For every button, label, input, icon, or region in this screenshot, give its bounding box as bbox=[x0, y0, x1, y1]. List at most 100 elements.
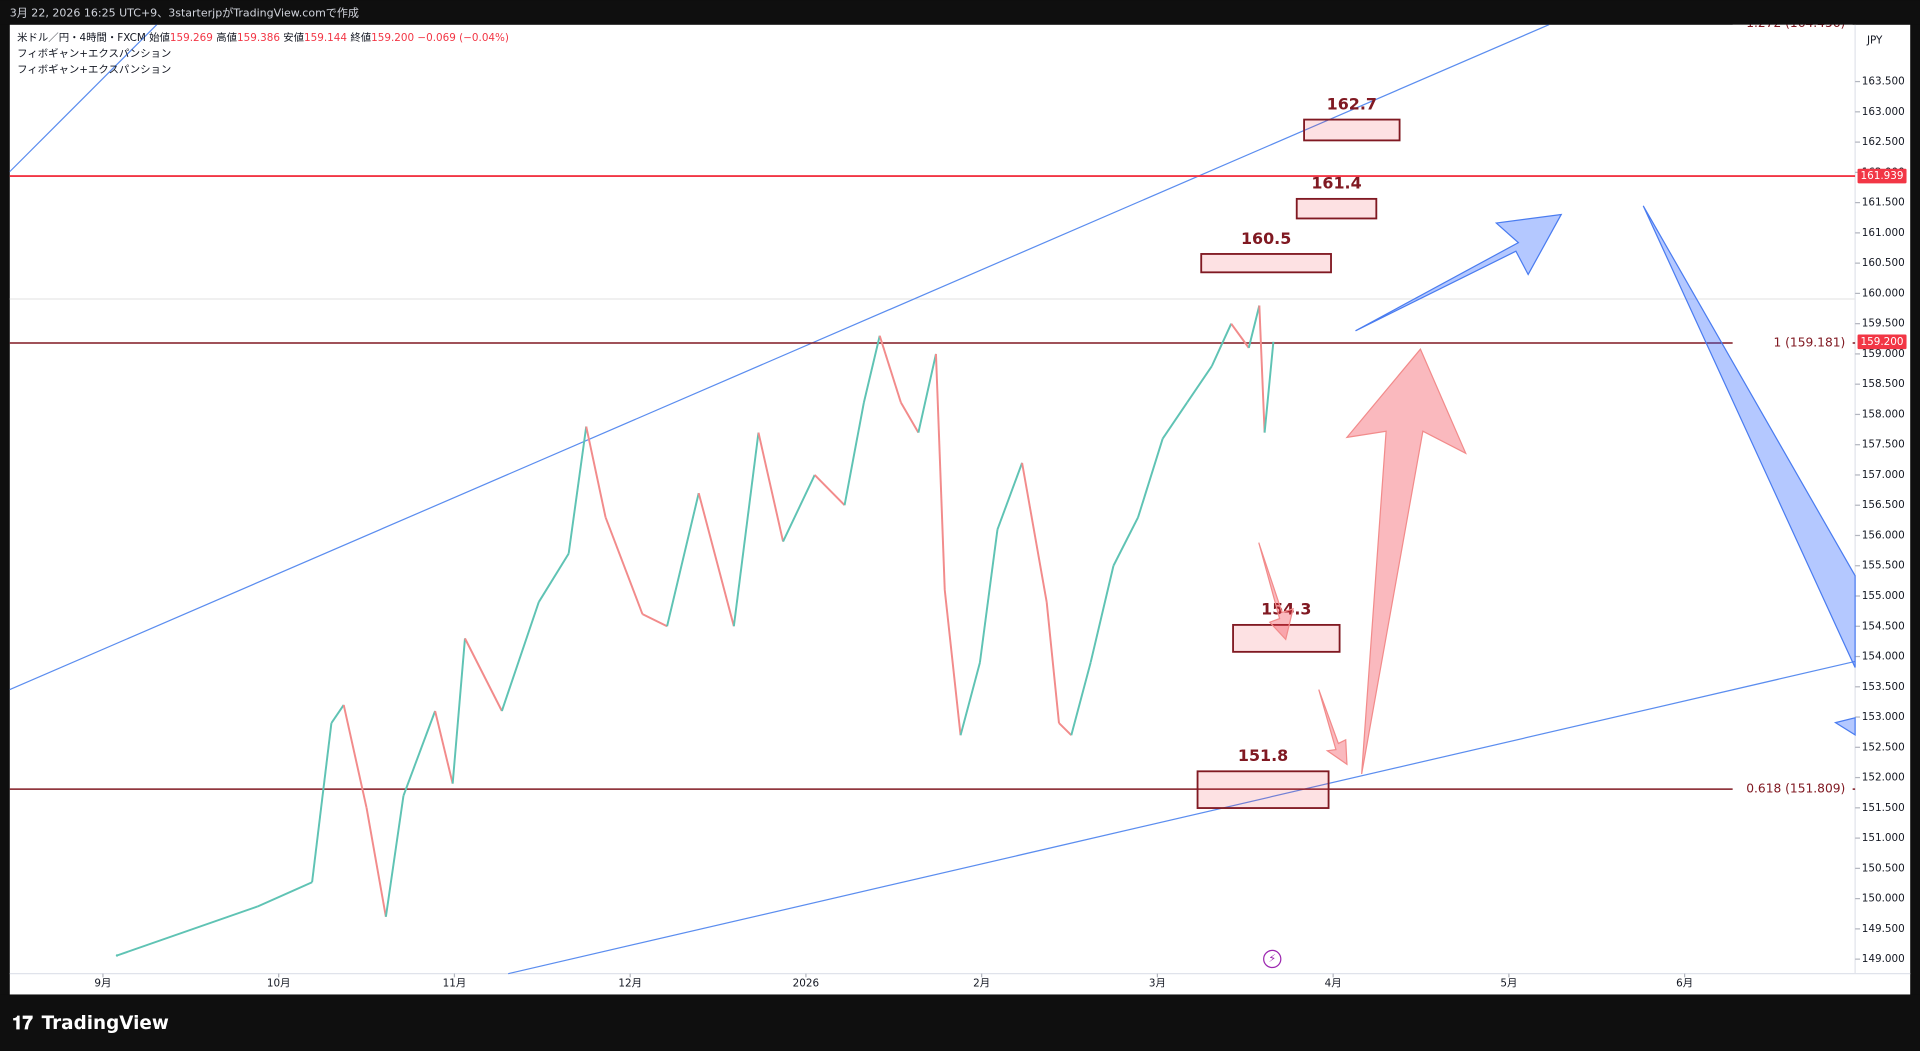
y-tick-label: 162.500 bbox=[1862, 136, 1905, 148]
price-segment bbox=[311, 722, 333, 883]
price-segment bbox=[604, 516, 644, 615]
price-segment bbox=[1263, 341, 1275, 433]
arrows bbox=[1258, 348, 1467, 775]
price-segment bbox=[862, 335, 881, 403]
y-tick-label: 153.500 bbox=[1862, 681, 1905, 693]
target-label: 161.4 bbox=[1311, 174, 1361, 193]
indicator[interactable]: フィボギャン+エクスパンション bbox=[17, 64, 171, 76]
y-tick-label: 161.000 bbox=[1862, 227, 1905, 239]
x-tick-label: 9月 bbox=[94, 977, 111, 989]
y-tick-label: 155.000 bbox=[1862, 590, 1905, 602]
change: −0.069 (−0.04%) bbox=[417, 32, 509, 44]
price-segment bbox=[116, 905, 258, 957]
x-tick-label: 11月 bbox=[443, 977, 467, 989]
value: 159.144 bbox=[304, 32, 347, 44]
y-tick-label: 160.500 bbox=[1862, 257, 1905, 269]
y-tick-label: 158.500 bbox=[1862, 378, 1905, 390]
price-tag-label: 159.200 bbox=[1861, 336, 1904, 348]
price-segment bbox=[1210, 323, 1233, 367]
trend-line bbox=[9, 24, 158, 173]
fib-label: 1 (159.181) bbox=[1773, 335, 1845, 349]
y-tick-label: 159.000 bbox=[1862, 348, 1905, 360]
y-tick-label: 149.000 bbox=[1862, 953, 1905, 965]
price-segment bbox=[782, 474, 816, 542]
plot: 149.000 149.500 150.000 150.500 151.000 151.5… bbox=[9, 15, 1907, 989]
price-segment bbox=[451, 638, 466, 784]
price-segment bbox=[757, 432, 785, 542]
price-segment bbox=[384, 795, 405, 917]
x-tick-label: 2026 bbox=[793, 977, 819, 989]
trend-line bbox=[9, 24, 1550, 691]
y-tick-label: 155.500 bbox=[1862, 560, 1905, 572]
price-segment bbox=[1230, 323, 1250, 349]
y-tick-label: 150.500 bbox=[1862, 862, 1905, 874]
target-label: 151.8 bbox=[1238, 746, 1288, 765]
price-segment bbox=[1058, 722, 1072, 736]
price-segment bbox=[257, 881, 313, 908]
y-tick-label: 154.500 bbox=[1862, 620, 1905, 632]
price-tag-label: 161.939 bbox=[1861, 170, 1904, 182]
price-tag bbox=[1857, 168, 1907, 184]
fib-label: 0.618 (151.809) bbox=[1746, 782, 1845, 796]
price-segment bbox=[1112, 516, 1139, 567]
currency: JPY bbox=[1866, 35, 1883, 47]
y-tick-label: 157.000 bbox=[1862, 469, 1905, 481]
indicator[interactable]: フィボギャン+エクスパンション bbox=[17, 48, 171, 60]
price-segment bbox=[959, 662, 981, 736]
y-tick-label: 163.500 bbox=[1862, 76, 1905, 88]
price-segment bbox=[934, 353, 946, 590]
price-segment bbox=[567, 426, 588, 554]
y-tick-label: 158.000 bbox=[1862, 408, 1905, 420]
target-box bbox=[1303, 118, 1401, 142]
symbol: 米ドル／円・4時間・FXCM bbox=[17, 31, 146, 44]
price-segment bbox=[878, 335, 902, 403]
price-segment bbox=[732, 432, 760, 627]
y-tick-label: 152.000 bbox=[1862, 772, 1905, 784]
price-segment bbox=[996, 462, 1023, 530]
y-tick-label: 150.000 bbox=[1862, 893, 1905, 905]
y-tick-label: 156.000 bbox=[1862, 529, 1905, 541]
label: 高値 bbox=[216, 31, 237, 44]
value: 159.386 bbox=[237, 32, 280, 44]
y-tick-label: 159.500 bbox=[1862, 318, 1905, 330]
label: 終値 bbox=[350, 31, 371, 44]
y-tick-label: 163.000 bbox=[1862, 106, 1905, 118]
chart-panel bbox=[9, 24, 1911, 995]
price-segment bbox=[1258, 305, 1266, 433]
arrows bbox=[1355, 205, 1856, 736]
logo[interactable]: 𝟏𝟕 bbox=[12, 1013, 32, 1034]
x-tick-label: 12月 bbox=[618, 977, 642, 989]
price-segment bbox=[1161, 401, 1189, 440]
label: 安値 bbox=[283, 31, 304, 44]
target-box bbox=[1200, 253, 1332, 274]
x-tick-label: 6月 bbox=[1676, 977, 1693, 989]
y-tick-label: 161.500 bbox=[1862, 197, 1905, 209]
price-segment bbox=[402, 710, 437, 797]
x-tick-label: 3月 bbox=[1149, 977, 1166, 989]
value: 159.269 bbox=[170, 32, 213, 44]
red-arrow bbox=[1318, 689, 1348, 766]
price-tag bbox=[1857, 334, 1907, 350]
y-tick-label: 151.500 bbox=[1862, 802, 1905, 814]
brand[interactable]: TradingView bbox=[42, 1013, 169, 1034]
y-tick-label: 152.500 bbox=[1862, 741, 1905, 753]
price-segment bbox=[1045, 601, 1060, 724]
fib-label-bg bbox=[1732, 334, 1853, 352]
legend-line: 米ドル／円・4時間・FXCM 始値159.269 高値159.386 安値159… bbox=[17, 31, 509, 44]
blue-arrow bbox=[1642, 205, 1856, 668]
y-tick-label: 154.000 bbox=[1862, 651, 1905, 663]
price-segment bbox=[1137, 438, 1164, 518]
blue-arrow bbox=[1833, 716, 1856, 736]
price-segment bbox=[464, 637, 503, 712]
y-tick-label: 160.000 bbox=[1862, 287, 1905, 299]
event-icon[interactable]: ⚡ bbox=[1268, 952, 1276, 965]
blue-arrow bbox=[1355, 213, 1563, 332]
price-segment bbox=[1089, 565, 1115, 663]
price-segment bbox=[1247, 305, 1261, 349]
y-tick-label: 157.500 bbox=[1862, 439, 1905, 451]
price-segment bbox=[585, 426, 607, 518]
y-tick-label: 153.000 bbox=[1862, 711, 1905, 723]
price-segment bbox=[978, 529, 999, 663]
event-icon[interactable] bbox=[1263, 949, 1282, 969]
